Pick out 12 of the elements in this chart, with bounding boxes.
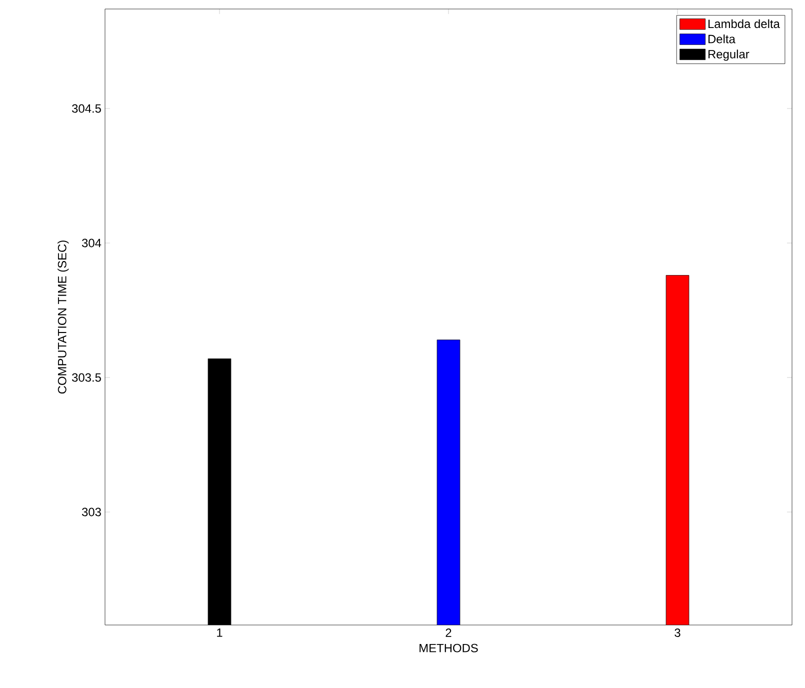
x-axis-title: METHODS <box>420 644 478 652</box>
legend-label: Lambda delta <box>708 19 780 28</box>
y-tick-label: 303.5 <box>72 373 101 382</box>
y-tick-label: 303 <box>82 508 101 516</box>
legend-label: Delta <box>708 34 736 44</box>
x-tick-label: 3 <box>674 628 680 637</box>
x-tick-label: 1 <box>217 628 222 637</box>
x-tick-label: 2 <box>446 628 452 637</box>
legend-label: Regular <box>708 50 750 61</box>
y-axis-title: COMPUTATION TIME (SEC) <box>58 240 69 394</box>
y-tick-label: 304 <box>82 238 102 248</box>
y-tick-label: 304.5 <box>72 104 101 113</box>
